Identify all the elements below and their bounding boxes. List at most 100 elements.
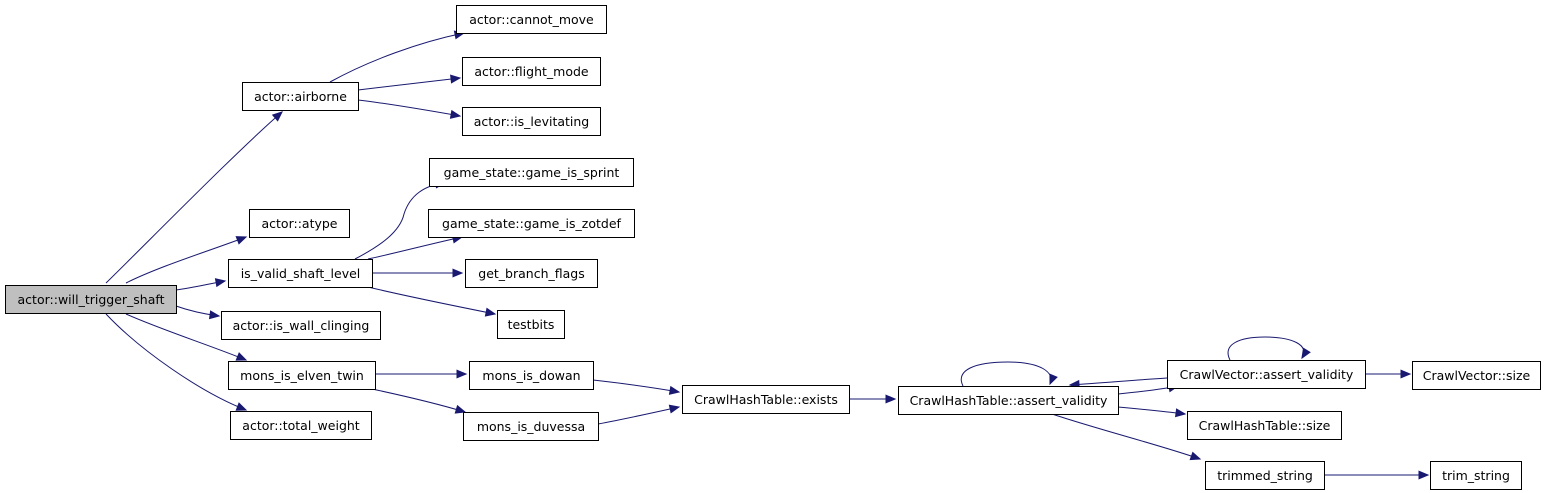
node-label: actor::flight_mode (474, 64, 589, 79)
arrowhead-icon (208, 310, 221, 320)
arrowhead-icon (449, 109, 462, 119)
node-box (469, 361, 594, 390)
node-label: actor::cannot_move (469, 12, 594, 27)
node-label: CrawlHashTable::size (1199, 418, 1331, 433)
node-is-wall-clinging[interactable]: actor::is_wall_clinging (221, 311, 381, 340)
node-label: actor::is_wall_clinging (233, 318, 370, 333)
edge-line (592, 379, 680, 393)
edge-line (371, 388, 466, 413)
node-will-trigger-shaft[interactable]: actor::will_trigger_shaft (5, 285, 177, 314)
edge-airborne-to-cannot_move (329, 30, 466, 83)
node-box (462, 107, 601, 136)
node-box (5, 285, 177, 314)
node-mons-is-duvessa[interactable]: mons_is_duvessa (463, 412, 599, 441)
edge-will_trigger_shaft-to-atype (125, 236, 248, 284)
arrowhead-icon (1189, 451, 1202, 461)
node-cht-exists[interactable]: CrawlHashTable::exists (682, 385, 850, 414)
node-game-is-sprint[interactable]: game_state::game_is_sprint (429, 158, 634, 187)
node-testbits[interactable]: testbits (497, 310, 565, 339)
arrowhead-icon (235, 402, 248, 411)
edge-line (354, 182, 446, 260)
edge-line (105, 313, 247, 411)
node-mons-is-elven-twin[interactable]: mons_is_elven_twin (228, 361, 376, 390)
node-trim-string[interactable]: trim_string (1430, 461, 1522, 490)
arrowhead-icon (450, 74, 462, 84)
edge-line (329, 32, 465, 83)
node-cht-assert-validity[interactable]: CrawlHashTable::assert_validity (898, 386, 1119, 415)
node-mons-is-dowan[interactable]: mons_is_dowan (469, 361, 594, 390)
node-label: actor::total_weight (242, 418, 360, 433)
arrowhead-icon (885, 394, 897, 404)
arrowhead-icon (668, 404, 681, 414)
node-label: CrawlHashTable::assert_validity (910, 393, 1108, 408)
node-trimmed-string[interactable]: trimmed_string (1205, 461, 1325, 490)
node-label: game_state::game_is_zotdef (442, 216, 621, 231)
node-flight-mode[interactable]: actor::flight_mode (462, 57, 601, 86)
node-cv-assert-validity[interactable]: CrawlVector::assert_validity (1167, 360, 1366, 389)
edge-line (367, 286, 496, 315)
arrowhead-icon (1049, 373, 1058, 386)
edge-will_trigger_shaft-to-is_wall_clinging (175, 305, 221, 320)
arrowhead-icon (1301, 347, 1311, 360)
node-label: mons_is_elven_twin (240, 368, 364, 383)
node-is-levitating[interactable]: actor::is_levitating (462, 107, 601, 136)
arrowhead-icon (456, 369, 468, 379)
edge-line (1227, 336, 1305, 361)
arrowhead-icon (668, 385, 681, 395)
node-label: actor::atype (261, 216, 337, 231)
node-box (230, 411, 372, 440)
node-label: actor::airborne (254, 89, 347, 104)
node-is-valid-shaft-level[interactable]: is_valid_shaft_level (228, 259, 373, 288)
edge-will_trigger_shaft-to-airborne (105, 111, 283, 284)
arrowhead-icon (235, 236, 248, 245)
node-box (1167, 360, 1366, 389)
edge-cv_assert_validity-to-cv_assert_validity (1227, 336, 1311, 361)
edge-cht_exists-to-cht_assert_validity (848, 394, 897, 404)
arrowhead-icon (452, 268, 464, 278)
nodes-layer: actor::will_trigger_shaft actor::airborne… (5, 5, 1541, 490)
edge-mons_is_elven_twin-to-mons_is_dowan (374, 369, 468, 379)
node-label: testbits (508, 317, 555, 332)
edge-line (125, 236, 247, 284)
edge-will_trigger_shaft-to-total_weight (105, 313, 248, 411)
node-label: trimmed_string (1217, 468, 1313, 483)
node-label: CrawlVector::size (1423, 368, 1531, 383)
node-cht-size[interactable]: CrawlHashTable::size (1187, 411, 1342, 440)
node-cannot-move[interactable]: actor::cannot_move (456, 5, 607, 34)
node-label: actor::will_trigger_shaft (18, 292, 165, 307)
node-box (228, 259, 373, 288)
edge-is_valid_shaft_level-to-get_branch_flags (372, 268, 464, 278)
edge-cht_assert_validity-to-cht_size (1117, 406, 1187, 418)
node-total-weight[interactable]: actor::total_weight (230, 411, 372, 440)
arrowhead-icon (271, 111, 283, 122)
edge-will_trigger_shaft-to-mons_is_elven_twin (125, 313, 248, 361)
node-box (462, 57, 601, 86)
edge-line (1069, 377, 1168, 386)
edge-line (125, 313, 247, 361)
edge-mons_is_duvessa-to-cht_exists (597, 404, 681, 425)
edge-line (105, 111, 283, 284)
edge-is_valid_shaft_level-to-game_is_zotdef (367, 234, 464, 260)
node-box (463, 412, 599, 441)
edge-line (357, 77, 461, 91)
node-get-branch-flags[interactable]: get_branch_flags (465, 259, 598, 288)
node-label: CrawlHashTable::exists (694, 392, 838, 407)
node-box (428, 209, 635, 238)
edge-cht_assert_validity-to-trimmed_string (1051, 413, 1202, 461)
node-box (682, 385, 850, 414)
arrowhead-icon (484, 307, 497, 317)
edges-layer (105, 30, 1430, 480)
edge-line (960, 361, 1052, 387)
node-cv-size[interactable]: CrawlVector::size (1412, 361, 1541, 390)
arrowhead-icon (1400, 369, 1412, 379)
node-label: get_branch_flags (478, 266, 584, 281)
arrowhead-icon (1418, 470, 1430, 480)
node-label: game_state::game_is_sprint (444, 165, 620, 180)
node-box (1430, 461, 1522, 490)
node-game-is-zotdef[interactable]: game_state::game_is_zotdef (428, 209, 635, 238)
node-box (456, 5, 607, 34)
node-box (898, 386, 1119, 415)
node-airborne[interactable]: actor::airborne (242, 82, 359, 111)
edge-airborne-to-is_levitating (357, 99, 462, 119)
node-atype[interactable]: actor::atype (249, 209, 350, 238)
